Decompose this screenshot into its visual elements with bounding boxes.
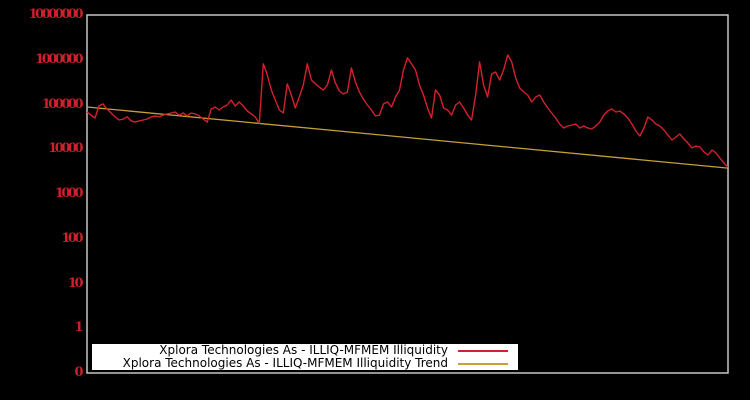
legend-label-illiquidity: Xplora Technologies As - ILLIQ-MFMEM Ill… <box>159 343 448 357</box>
legend-item-illiquidity: Xplora Technologies As - ILLIQ-MFMEM Ill… <box>92 344 518 357</box>
y-tick-label: 1000000 <box>35 51 83 67</box>
y-tick-label: 1 <box>74 320 83 336</box>
trend-line <box>86 106 729 169</box>
legend-line-sample-illiquidity <box>458 349 508 352</box>
legend-label-trend: Xplora Technologies As - ILLIQ-MFMEM Ill… <box>122 356 448 370</box>
y-tick-label: 0 <box>74 365 83 380</box>
plot-border <box>86 14 729 374</box>
legend-line-sample-trend <box>458 362 508 365</box>
y-tick-label: 100 <box>61 230 83 246</box>
illiquidity-line <box>86 54 729 168</box>
legend: Xplora Technologies As - ILLIQ-MFMEM Ill… <box>92 344 518 370</box>
y-tick-label: 100000 <box>41 96 84 112</box>
y-tick-label: 10000 <box>48 141 83 157</box>
y-tick-label: 10000000 <box>28 7 84 22</box>
y-tick-label: 1000 <box>54 186 84 201</box>
legend-item-trend: Xplora Technologies As - ILLIQ-MFMEM Ill… <box>92 357 518 370</box>
y-tick-label: 10 <box>67 275 84 291</box>
